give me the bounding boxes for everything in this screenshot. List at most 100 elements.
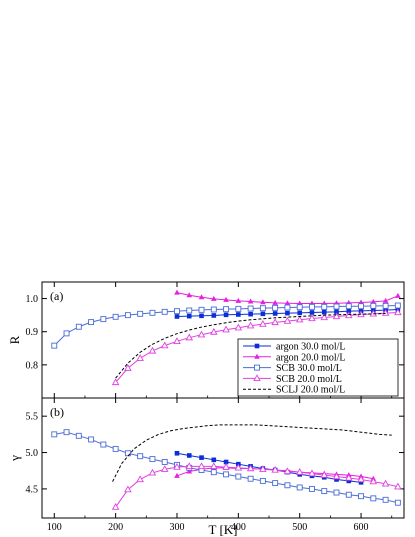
data-point [382, 302, 389, 309]
data-point [320, 313, 329, 321]
legend-marker [254, 353, 260, 359]
data-point [260, 299, 266, 305]
data-point [296, 304, 303, 311]
data-point [223, 312, 229, 318]
data-point [259, 465, 267, 472]
data-point [259, 305, 266, 312]
data-point [210, 306, 217, 313]
data-point [124, 364, 132, 371]
y-tick-label: 1.0 [26, 294, 39, 305]
data-point [246, 321, 255, 329]
legend-entry: SCB 30.0 mol/L [276, 363, 342, 374]
data-point [160, 465, 169, 472]
data-point [223, 306, 230, 313]
data-point [332, 472, 341, 480]
x-tick-label: 600 [354, 522, 369, 533]
data-point [346, 308, 352, 314]
data-point [320, 470, 329, 478]
data-point [236, 312, 241, 317]
data-point [272, 480, 279, 487]
data-point [111, 378, 120, 386]
data-point [198, 306, 205, 313]
legend-entry: SCB 20.0 mol/L [276, 374, 342, 385]
data-point [284, 304, 291, 311]
data-point [283, 467, 292, 475]
panel-tag: (a) [50, 289, 63, 303]
legend-marker [254, 364, 260, 371]
y-axis-label: γ [7, 455, 22, 462]
data-point [186, 307, 193, 314]
data-point [296, 484, 303, 491]
series-argon-20-0-mol-l [174, 289, 401, 306]
data-point [234, 463, 243, 471]
x-tick-label: 300 [169, 522, 184, 533]
data-point [345, 491, 352, 498]
panel-a: 0.8 0.9 1.0 R (a) [7, 281, 405, 399]
data-point [136, 354, 144, 361]
plot-frame [41, 397, 405, 519]
data-point [88, 319, 95, 326]
data-point [174, 450, 180, 456]
data-point [333, 303, 340, 310]
data-point [394, 482, 402, 490]
data-point [308, 314, 316, 322]
data-point [369, 477, 378, 485]
data-point [88, 436, 95, 443]
data-point [63, 330, 70, 337]
data-point [394, 308, 402, 316]
data-point [210, 462, 218, 470]
data-point [272, 311, 278, 316]
data-point [283, 316, 292, 324]
data-point [309, 485, 315, 492]
data-point [174, 308, 180, 315]
data-point [246, 464, 255, 472]
series-scb-20-0-mol-l [111, 308, 402, 386]
data-point [271, 465, 279, 473]
data-point [284, 482, 291, 489]
y-tick-label: 0.8 [26, 360, 39, 371]
data-point [173, 462, 181, 470]
data-point [309, 303, 315, 310]
data-point [382, 297, 389, 303]
data-point [370, 302, 377, 309]
data-point [51, 342, 58, 349]
data-point [370, 298, 377, 304]
series-scb-30-0-mol-l [51, 302, 401, 349]
data-point [272, 299, 278, 305]
data-point [148, 346, 157, 354]
data-point [211, 313, 217, 318]
data-point [136, 475, 144, 483]
series-sclj-20-0-mol-l [115, 312, 386, 379]
y-tick-label: 4.5 [26, 484, 39, 495]
data-point [394, 499, 401, 506]
data-point [358, 480, 364, 485]
data-point [63, 429, 70, 436]
data-point [148, 468, 157, 476]
data-point [248, 311, 253, 317]
data-point [210, 327, 218, 335]
data-point [247, 298, 254, 304]
data-point [295, 315, 304, 323]
data-point [198, 294, 205, 300]
legend-entry: argon 30.0 mol/L [276, 342, 346, 353]
data-point [334, 477, 339, 482]
legend-entry: argon 20.0 mol/L [276, 352, 346, 363]
series-line-sclj-20-0-mol-l [112, 424, 392, 482]
data-point [186, 313, 192, 319]
data-point [199, 455, 204, 460]
data-point [345, 303, 352, 310]
data-point [272, 304, 279, 311]
data-point [210, 295, 217, 301]
panel-b: 100 200 300 400 500 600 4.5 5.0 5.5 γ T [K] (b) [7, 397, 405, 537]
data-point [137, 453, 144, 460]
data-point [394, 302, 401, 309]
data-point [235, 297, 242, 303]
data-point [100, 441, 107, 448]
data-point [161, 308, 168, 315]
data-point [199, 313, 204, 319]
data-point [247, 305, 254, 312]
legend-marker [253, 374, 261, 382]
data-point [137, 310, 144, 317]
data-point [234, 323, 243, 331]
